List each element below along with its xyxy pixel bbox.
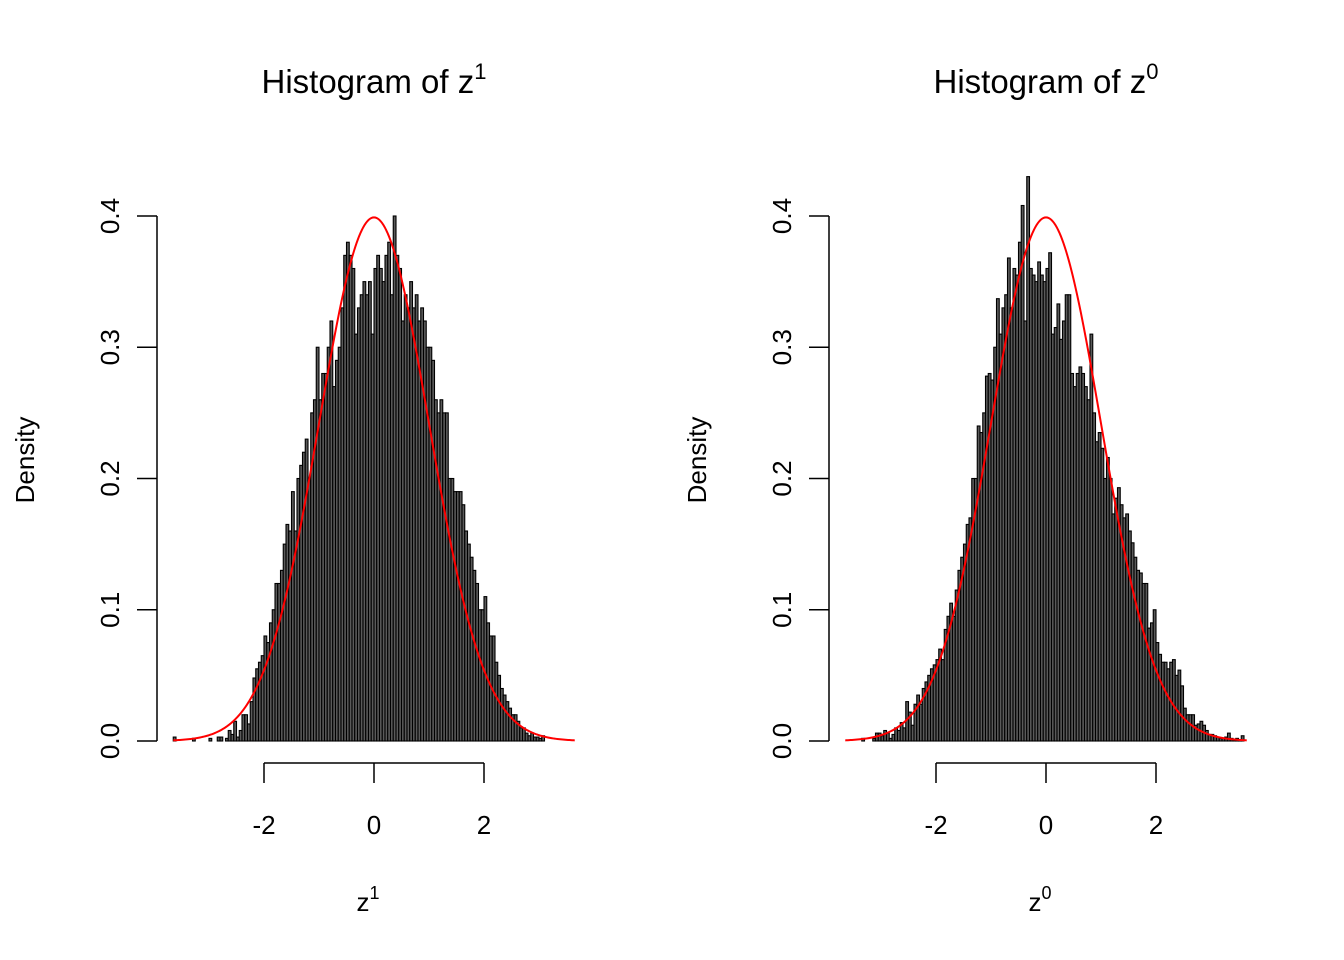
x-tick-label: -2 bbox=[252, 810, 275, 840]
y-tick-label: 0.2 bbox=[95, 460, 125, 496]
chart-title: Histogram of z1 bbox=[262, 59, 487, 100]
y-tick-label: 0.1 bbox=[95, 592, 125, 628]
chart-title-text: Histogram of z bbox=[934, 63, 1147, 100]
histogram-panel-z1: Histogram of z1 z1 Density 0.00.10.20.30… bbox=[10, 59, 575, 917]
x-axis-label: z1 bbox=[356, 883, 379, 917]
x-axis-label-superscript: 0 bbox=[1041, 883, 1051, 903]
histogram-bars bbox=[172, 215, 546, 742]
histogram-bars bbox=[861, 176, 1245, 742]
x-tick-label: 0 bbox=[1039, 810, 1053, 840]
histogram-bar bbox=[1226, 732, 1231, 742]
chart-title-superscript: 0 bbox=[1146, 59, 1158, 84]
x-axis-label-text: z bbox=[356, 887, 369, 917]
y-axis-label: Density bbox=[682, 417, 712, 504]
y-tick-label: 0.4 bbox=[95, 198, 125, 234]
x-tick-label: 2 bbox=[1149, 810, 1163, 840]
histogram-panel-z0: Histogram of z0 z0 Density 0.00.10.20.30… bbox=[682, 59, 1247, 917]
normal-density-curve bbox=[173, 216, 575, 742]
x-axis-label: z0 bbox=[1028, 883, 1051, 917]
y-tick-label: 0.0 bbox=[767, 723, 797, 759]
y-tick-label: 0.3 bbox=[767, 329, 797, 365]
chart-title-superscript: 1 bbox=[474, 59, 486, 84]
y-tick-label: 0.1 bbox=[767, 592, 797, 628]
chart-title-text: Histogram of z bbox=[262, 63, 475, 100]
x-tick-label: 2 bbox=[477, 810, 491, 840]
histogram-bar bbox=[219, 736, 224, 742]
y-axis-label: Density bbox=[10, 417, 40, 504]
x-axis-label-superscript: 1 bbox=[369, 883, 379, 903]
normal-density-curve bbox=[845, 216, 1247, 742]
chart-title: Histogram of z0 bbox=[934, 59, 1159, 100]
x-tick-label: -2 bbox=[924, 810, 947, 840]
y-tick-label: 0.4 bbox=[767, 198, 797, 234]
histogram-bar bbox=[233, 720, 238, 742]
x-axis-label-text: z bbox=[1028, 887, 1041, 917]
y-tick-label: 0.2 bbox=[767, 460, 797, 496]
histogram-bar bbox=[208, 737, 213, 742]
y-tick-label: 0.0 bbox=[95, 723, 125, 759]
x-tick-label: 0 bbox=[367, 810, 381, 840]
y-tick-label: 0.3 bbox=[95, 329, 125, 365]
